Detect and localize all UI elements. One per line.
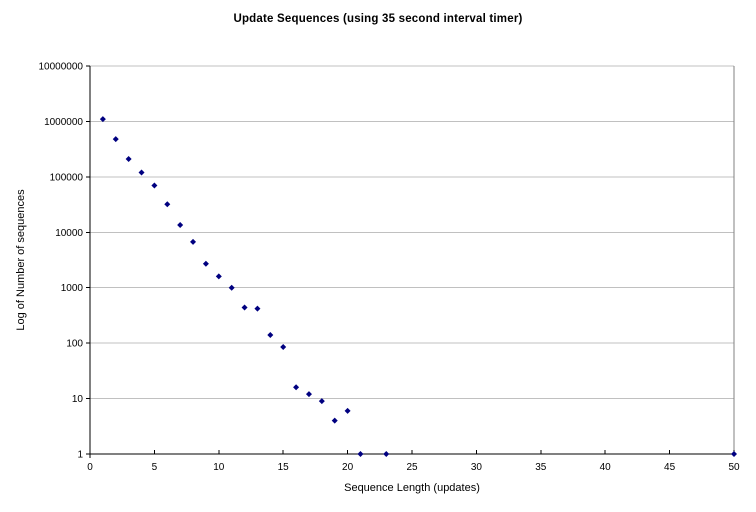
chart-title: Update Sequences (using 35 second interv… bbox=[233, 13, 523, 25]
data-point bbox=[228, 284, 235, 291]
data-point bbox=[357, 451, 364, 457]
x-tick-label: 15 bbox=[278, 462, 290, 473]
data-point bbox=[112, 136, 119, 143]
data-point bbox=[164, 201, 171, 208]
data-point bbox=[305, 391, 312, 398]
x-tick-label: 0 bbox=[87, 462, 93, 473]
data-point bbox=[190, 238, 197, 245]
y-tick-label: 10000 bbox=[55, 228, 83, 239]
data-point bbox=[731, 451, 737, 457]
x-tick-label: 40 bbox=[600, 462, 612, 473]
data-point bbox=[99, 116, 106, 123]
data-point bbox=[177, 222, 184, 229]
x-tick-label: 20 bbox=[342, 462, 354, 473]
x-tick-label: 35 bbox=[535, 462, 547, 473]
data-point bbox=[202, 260, 209, 267]
y-tick-label: 100 bbox=[66, 339, 83, 350]
y-tick-label: 10 bbox=[72, 394, 84, 405]
y-tick-label: 1000000 bbox=[44, 117, 83, 128]
data-point bbox=[280, 344, 287, 351]
data-point bbox=[344, 407, 351, 414]
data-point bbox=[293, 384, 300, 391]
data-point bbox=[331, 417, 338, 424]
x-tick-label: 45 bbox=[664, 462, 676, 473]
data-point bbox=[151, 182, 158, 189]
data-point bbox=[318, 398, 325, 405]
x-tick-label: 10 bbox=[213, 462, 225, 473]
y-tick-label: 10000000 bbox=[39, 62, 84, 73]
x-tick-label: 5 bbox=[152, 462, 158, 473]
y-tick-label: 100000 bbox=[50, 172, 84, 183]
data-point bbox=[138, 169, 145, 176]
data-point bbox=[254, 305, 261, 312]
y-tick-label: 1000 bbox=[61, 283, 84, 294]
data-point bbox=[267, 332, 274, 339]
data-point bbox=[125, 155, 132, 162]
data-point bbox=[383, 451, 390, 457]
data-point bbox=[241, 304, 248, 311]
y-tick-label: 1 bbox=[77, 450, 83, 461]
data-point bbox=[215, 273, 222, 280]
x-tick-label: 50 bbox=[728, 462, 740, 473]
x-tick-label: 30 bbox=[471, 462, 483, 473]
x-axis-title: Sequence Length (updates) bbox=[344, 482, 480, 494]
x-tick-label: 25 bbox=[406, 462, 418, 473]
